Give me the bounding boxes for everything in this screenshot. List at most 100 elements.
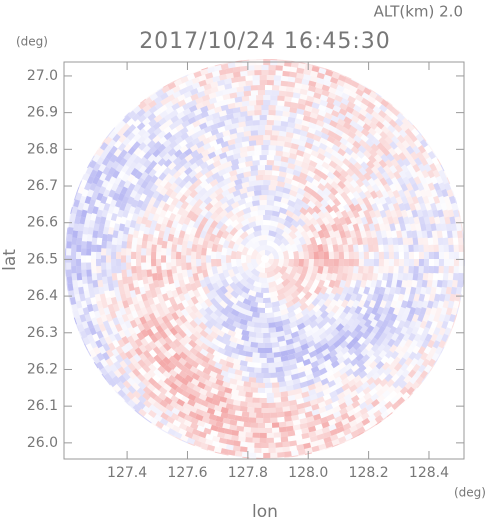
field-cell [222, 376, 231, 383]
field-cell [402, 272, 409, 281]
field-cell [292, 272, 301, 282]
field-cell [426, 230, 433, 239]
field-cell [241, 223, 251, 233]
field-cell [81, 255, 86, 262]
field-cell [176, 259, 182, 267]
field-cell [312, 173, 322, 182]
field-cell [300, 167, 310, 175]
field-cell [186, 255, 192, 263]
field-cell [154, 339, 163, 349]
field-cell [438, 273, 444, 281]
field-cell [184, 342, 193, 352]
field-cell [374, 126, 383, 135]
field-cell [389, 325, 397, 335]
field-cell [229, 169, 238, 177]
field-cell [109, 145, 118, 155]
field-cell [140, 202, 148, 212]
field-cell [234, 178, 243, 186]
field-cell [325, 272, 333, 282]
field-cell [292, 92, 301, 99]
field-cell [333, 370, 342, 379]
field-cell [283, 220, 293, 229]
field-cell [388, 244, 394, 253]
field-cell [261, 64, 269, 71]
field-cell [192, 220, 201, 229]
field-cell [324, 363, 334, 372]
field-cell [307, 388, 317, 396]
field-cell [212, 117, 221, 125]
field-cell [158, 279, 165, 288]
field-cell [239, 278, 249, 287]
field-cell [177, 302, 186, 312]
field-cell [406, 313, 414, 322]
field-cell [289, 112, 298, 119]
field-cell [102, 189, 111, 198]
field-cell [398, 357, 407, 366]
field-cell [146, 240, 153, 249]
field-cell [278, 345, 287, 352]
field-cell [317, 298, 326, 308]
field-cell [411, 300, 419, 309]
field-cell [292, 424, 301, 431]
field-cell [251, 316, 260, 323]
field-cell [340, 209, 349, 219]
field-cell [90, 212, 97, 222]
field-cell [191, 137, 201, 146]
field-cell [283, 328, 293, 336]
field-cell [181, 240, 188, 249]
field-cell [208, 191, 218, 201]
field-cell [375, 189, 384, 199]
field-cell [214, 294, 223, 304]
field-cell [268, 322, 277, 328]
field-cell [411, 195, 419, 205]
field-cell [427, 313, 435, 323]
field-cell [80, 300, 88, 309]
field-cell [266, 276, 276, 283]
field-cell [156, 216, 164, 225]
field-cell [235, 167, 245, 175]
field-cell [91, 317, 99, 326]
field-cell [369, 318, 378, 328]
field-cell [222, 93, 231, 101]
field-cell [109, 154, 118, 164]
field-cell [129, 290, 137, 299]
field-cell [327, 292, 336, 302]
field-cell [412, 363, 421, 373]
field-cell [418, 259, 424, 267]
field-cell [222, 135, 231, 142]
y-unit: (deg) [16, 35, 48, 49]
field-cell [311, 65, 320, 73]
field-cell [176, 265, 183, 274]
field-cell [126, 313, 135, 322]
field-cell [271, 259, 279, 269]
field-cell [423, 244, 429, 253]
field-cell [378, 251, 384, 259]
field-cell [291, 414, 299, 421]
field-cell [217, 79, 226, 87]
field-cell [316, 72, 325, 80]
field-cell [211, 251, 217, 259]
field-cell [272, 170, 280, 176]
field-cell [263, 293, 271, 298]
field-cell [263, 377, 271, 383]
field-cell [192, 289, 201, 298]
field-cell [263, 180, 271, 186]
field-cell [111, 265, 117, 274]
field-cell [401, 140, 410, 149]
field-cell [373, 312, 382, 322]
field-cell [318, 259, 324, 267]
field-cell [122, 371, 131, 381]
field-cell [406, 122, 415, 132]
field-cell [183, 161, 192, 170]
field-cell [423, 216, 431, 225]
field-cell [256, 60, 263, 65]
field-cell [297, 448, 306, 456]
field-cell [386, 189, 395, 199]
field-cell [197, 134, 207, 142]
field-cell [397, 216, 405, 225]
field-cell [395, 140, 405, 150]
field-cell [297, 144, 306, 152]
field-cell [183, 90, 193, 99]
field-cell [319, 304, 328, 313]
field-cell [86, 241, 92, 249]
